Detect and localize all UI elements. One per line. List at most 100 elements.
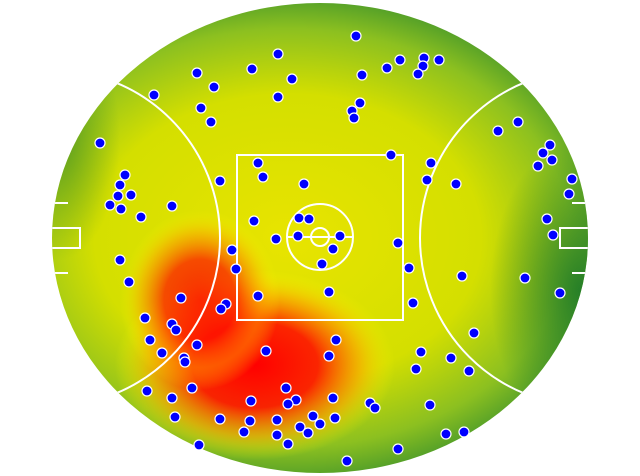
point — [169, 411, 181, 423]
point — [415, 346, 427, 358]
point — [205, 116, 217, 128]
point — [244, 415, 256, 427]
point — [260, 345, 272, 357]
point — [392, 237, 404, 249]
point — [226, 244, 238, 256]
point — [271, 429, 283, 441]
point — [114, 179, 126, 191]
point — [532, 160, 544, 172]
point — [272, 91, 284, 103]
point — [245, 395, 257, 407]
point — [537, 147, 549, 159]
point — [519, 272, 531, 284]
point — [271, 414, 283, 426]
point — [394, 54, 406, 66]
point — [214, 175, 226, 187]
point — [141, 385, 153, 397]
point — [230, 263, 242, 275]
point — [341, 455, 353, 467]
point — [468, 327, 480, 339]
point — [314, 418, 326, 430]
point — [445, 352, 457, 364]
point — [412, 68, 424, 80]
point — [179, 356, 191, 368]
point — [282, 398, 294, 410]
point — [463, 365, 475, 377]
point — [563, 188, 575, 200]
point — [566, 173, 578, 185]
point — [440, 428, 452, 440]
point — [272, 48, 284, 60]
point — [119, 169, 131, 181]
point — [458, 426, 470, 438]
point — [214, 413, 226, 425]
point — [104, 199, 116, 211]
point — [541, 213, 553, 225]
point — [385, 149, 397, 161]
point — [135, 211, 147, 223]
point — [114, 254, 126, 266]
point — [421, 174, 433, 186]
point — [186, 382, 198, 394]
point — [407, 297, 419, 309]
point — [392, 443, 404, 455]
point — [410, 363, 422, 375]
point — [252, 290, 264, 302]
point — [175, 292, 187, 304]
point — [139, 312, 151, 324]
point — [246, 63, 258, 75]
point — [252, 157, 264, 169]
point — [369, 402, 381, 414]
point — [238, 426, 250, 438]
point — [144, 334, 156, 346]
point — [323, 350, 335, 362]
point — [166, 392, 178, 404]
point — [193, 439, 205, 451]
point — [148, 89, 160, 101]
point — [323, 286, 335, 298]
point — [350, 30, 362, 42]
point — [115, 203, 127, 215]
point — [303, 213, 315, 225]
point — [94, 137, 106, 149]
point — [293, 212, 305, 224]
point — [547, 229, 559, 241]
point — [298, 178, 310, 190]
point — [492, 125, 504, 137]
point — [329, 412, 341, 424]
point — [270, 233, 282, 245]
point — [191, 67, 203, 79]
point — [208, 81, 220, 93]
point — [156, 347, 168, 359]
point — [512, 116, 524, 128]
point — [215, 303, 227, 315]
point — [166, 200, 178, 212]
point — [544, 139, 556, 151]
point — [191, 339, 203, 351]
point — [286, 73, 298, 85]
point — [294, 421, 306, 433]
point — [316, 258, 328, 270]
point — [327, 392, 339, 404]
point — [450, 178, 462, 190]
point — [330, 334, 342, 346]
point — [348, 112, 360, 124]
point — [125, 189, 137, 201]
point — [425, 157, 437, 169]
point — [456, 270, 468, 282]
point — [123, 276, 135, 288]
point — [248, 215, 260, 227]
point — [554, 287, 566, 299]
point — [170, 324, 182, 336]
point — [282, 438, 294, 450]
point — [424, 399, 436, 411]
point — [257, 171, 269, 183]
point — [546, 154, 558, 166]
point — [292, 230, 304, 242]
point — [327, 243, 339, 255]
point — [403, 262, 415, 274]
point — [112, 190, 124, 202]
point — [356, 69, 368, 81]
